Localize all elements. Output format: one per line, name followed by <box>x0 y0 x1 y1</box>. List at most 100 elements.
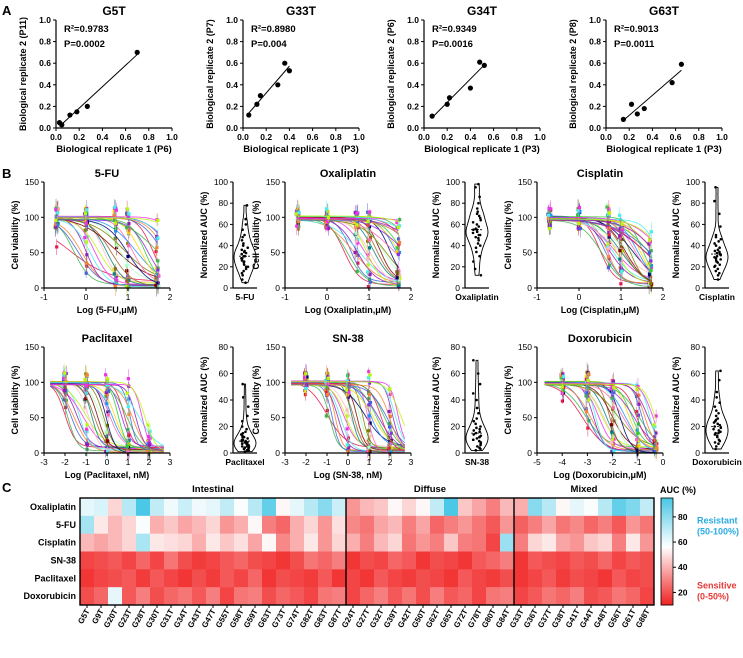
heatmap-cell <box>626 515 641 534</box>
heatmap-cell <box>430 533 445 552</box>
data-point <box>127 412 131 416</box>
data-point <box>257 93 263 99</box>
category-label: Cisplatin <box>699 292 735 302</box>
data-point <box>368 373 372 377</box>
data-point <box>712 427 715 431</box>
y-tick-label: 150 <box>25 342 39 352</box>
data-point <box>388 449 393 454</box>
data-point <box>612 385 616 389</box>
data-point <box>475 250 478 254</box>
heatmap-cell <box>164 515 179 534</box>
data-point <box>367 414 371 418</box>
heatmap-cell <box>556 569 571 588</box>
colorbar-segment <box>661 594 673 597</box>
colorbar-segment <box>661 562 673 565</box>
heatmap-cell <box>346 498 361 517</box>
heatmap-cell <box>444 569 459 588</box>
data-point <box>618 218 623 222</box>
heatmap-cell <box>640 498 655 517</box>
colorbar-segment <box>661 535 673 538</box>
heatmap-cell <box>122 533 137 552</box>
heatmap-cell <box>276 587 291 606</box>
data-point <box>146 449 150 454</box>
data-point <box>157 284 161 288</box>
data-point <box>478 195 481 199</box>
y-tick-label: 0.6 <box>407 58 419 68</box>
heatmap-cell <box>318 587 333 606</box>
heatmap-cell <box>584 551 599 570</box>
data-point <box>474 227 478 230</box>
data-point <box>240 239 244 242</box>
heatmap-cell <box>514 551 529 570</box>
data-point <box>304 389 308 393</box>
heatmap-cell <box>80 498 95 517</box>
data-point <box>576 213 580 217</box>
heatmap-cell <box>542 515 557 534</box>
x-tick-label: 2 <box>388 457 393 467</box>
heatmap-cell <box>486 569 501 588</box>
x-tick-label: 1.0 <box>166 132 178 142</box>
data-point <box>714 431 717 435</box>
data-point <box>127 222 131 226</box>
heatmap-cell <box>234 533 249 552</box>
dose-response-curve <box>297 219 399 283</box>
col-label: G5T <box>76 607 92 625</box>
data-point <box>295 224 299 228</box>
heatmap-cell <box>234 569 249 588</box>
data-point <box>475 230 479 234</box>
violin-chart-oxaliplatin: 0 20 40 60 80 100 Oxaliplatin Normalized AUC (%… <box>431 177 499 302</box>
data-point <box>126 377 130 381</box>
data-point <box>636 431 640 435</box>
data-point <box>55 245 59 249</box>
x-tick-label: 0.8 <box>330 132 342 142</box>
heatmap-cell <box>598 551 613 570</box>
data-point <box>548 227 552 231</box>
data-point <box>716 422 720 426</box>
data-point <box>114 243 118 247</box>
colorbar-segment <box>661 514 673 517</box>
y-tick-label: 0 <box>455 448 460 458</box>
dose-response-curve <box>549 219 651 288</box>
y-tick-label: 40 <box>219 241 229 251</box>
group-label: Mixed <box>571 484 598 495</box>
heatmap-cell <box>192 498 207 517</box>
data-point <box>85 240 89 244</box>
data-point <box>713 199 716 203</box>
data-point <box>345 427 349 431</box>
data-point <box>365 257 370 261</box>
heatmap-cell <box>248 498 263 517</box>
data-point <box>620 116 627 122</box>
data-point <box>628 101 635 107</box>
heatmap-cell <box>108 569 123 588</box>
heatmap-cell <box>150 587 165 606</box>
data-point <box>586 426 590 430</box>
heatmap-cell <box>94 515 109 534</box>
data-point <box>286 68 292 74</box>
data-point <box>240 252 244 256</box>
heatmap-cell <box>206 533 221 552</box>
colorbar-segment <box>661 576 673 579</box>
data-point <box>619 282 623 286</box>
heatmap-cell <box>472 569 487 588</box>
y-tick-label: 1.0 <box>226 15 238 25</box>
violin-shape <box>465 359 489 451</box>
heatmap-cell <box>388 569 403 588</box>
data-point <box>114 274 118 278</box>
x-tick-label: 1.0 <box>353 132 365 142</box>
data-point <box>609 386 613 390</box>
data-point <box>652 423 656 427</box>
violin-shape <box>705 370 729 450</box>
heatmap-cell <box>500 498 515 517</box>
data-point <box>618 249 622 253</box>
heatmap-cell <box>514 515 529 534</box>
data-point <box>653 424 657 429</box>
data-point <box>355 211 359 216</box>
data-point <box>611 406 615 410</box>
heatmap-cell <box>626 551 641 570</box>
heatmap-cell <box>402 569 417 588</box>
heatmap-cell <box>598 515 613 534</box>
data-point <box>713 255 716 259</box>
heatmap-cell <box>444 533 459 552</box>
data-point <box>635 428 639 432</box>
heatmap-cell <box>136 569 151 588</box>
